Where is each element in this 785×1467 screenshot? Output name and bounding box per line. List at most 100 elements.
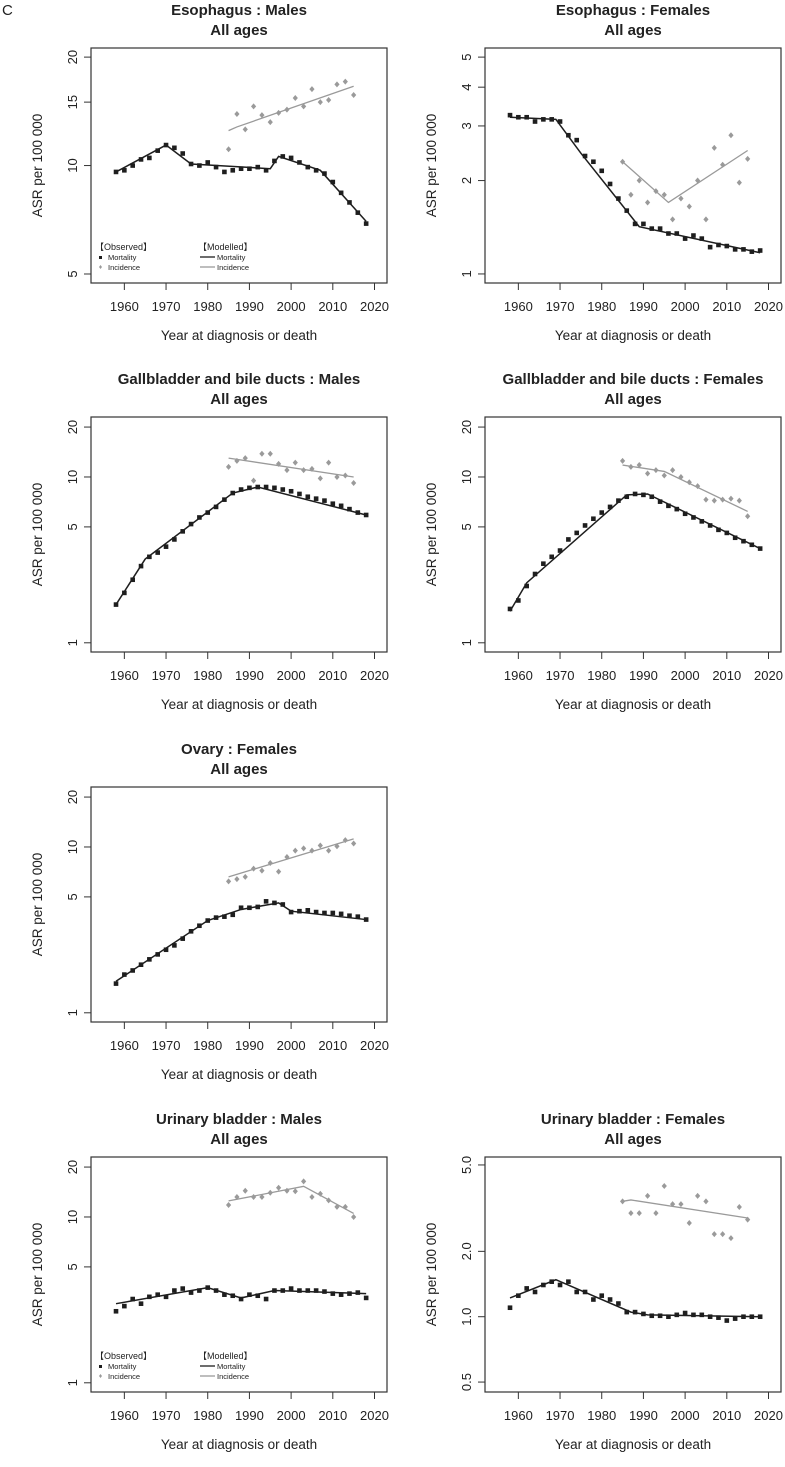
mortality-point: [732, 535, 738, 541]
incidence-point: [728, 495, 734, 502]
x-tick-label: 2010: [712, 668, 741, 683]
mortality-point: [155, 550, 161, 555]
mortality-point: [524, 583, 529, 589]
mortality-point: [582, 523, 588, 528]
chart-esophagus-males: Esophagus : Males All ages 1960 1970 1980 199…: [30, 2, 389, 343]
incidence-model-line: [622, 1199, 748, 1219]
y-tick-label: 20: [65, 420, 80, 434]
mortality-point: [263, 484, 269, 490]
incidence-point: [678, 473, 684, 480]
x-axis-label: Year at diagnosis or death: [161, 328, 317, 343]
mortality-point: [155, 1292, 161, 1297]
mortality-point: [197, 163, 202, 168]
incidence-point: [670, 216, 676, 223]
incidence-point: [292, 95, 298, 102]
mortality-point: [541, 561, 546, 566]
y-tick-label: 10: [65, 840, 80, 854]
mortality-point: [180, 936, 186, 941]
incidence-point: [711, 144, 717, 151]
x-tick-label: 2010: [318, 299, 347, 314]
mortality-point: [674, 231, 680, 236]
mortality-point: [566, 537, 571, 542]
incidence-point: [267, 860, 273, 867]
incidence-point: [267, 450, 273, 457]
x-axis-label: Year at diagnosis or death: [161, 1437, 317, 1452]
y-tick-label: 20: [459, 420, 474, 434]
mortality-point: [263, 1296, 269, 1302]
incidence-point: [342, 78, 348, 85]
mortality-point: [272, 158, 277, 164]
x-tick-label: 1970: [546, 668, 575, 683]
mortality-point: [707, 244, 713, 250]
mortality-point: [699, 519, 705, 524]
incidence-model-line: [622, 464, 748, 512]
mortality-point: [582, 153, 588, 159]
mortality-point: [649, 1313, 655, 1319]
mortality-point: [699, 1312, 705, 1318]
x-tick-label: 1980: [587, 299, 616, 314]
mortality-point: [338, 1292, 344, 1297]
mortality-point: [674, 506, 680, 512]
incidence-point: [711, 1231, 717, 1238]
x-tick-label: 1990: [629, 668, 658, 683]
mortality-point: [330, 501, 336, 507]
mortality-point: [297, 491, 302, 497]
mortality-point: [574, 530, 580, 536]
mortality-point: [122, 168, 127, 173]
plot-frame: [90, 1156, 388, 1393]
mortality-point: [363, 1295, 369, 1301]
mortality-point: [707, 523, 713, 528]
mortality-point: [230, 912, 236, 918]
x-axis-label: Year at diagnosis or death: [555, 1437, 711, 1452]
x-tick-label: 1960: [110, 1038, 139, 1053]
mortality-point: [247, 1292, 252, 1297]
x-tick-label: 1990: [235, 299, 264, 314]
mortality-point: [230, 168, 236, 173]
x-tick-label: 2020: [754, 1408, 783, 1423]
legend-incidence-diamond: [99, 265, 102, 269]
incidence-point: [628, 1210, 634, 1217]
incidence-point: [242, 873, 248, 880]
mortality-point: [691, 1312, 696, 1318]
mortality-point: [163, 1294, 169, 1300]
mortality-point: [607, 1297, 613, 1302]
mortality-point: [172, 943, 177, 948]
mortality-point: [682, 1310, 688, 1316]
mortality-point: [255, 1293, 261, 1299]
chart-urinary-bladder-males: Urinary bladder : Males All ages 1960 1970 1…: [30, 1111, 389, 1452]
chart-title: Gallbladder and bile ducts : Females: [503, 371, 764, 388]
mortality-point: [113, 981, 119, 986]
incidence-point: [326, 459, 332, 466]
y-axis-label: ASR per 100 000: [424, 1223, 439, 1327]
incidence-point: [250, 103, 257, 110]
x-tick-label: 1980: [193, 299, 222, 314]
incidence-point: [234, 111, 240, 118]
plot-frame: [484, 416, 782, 653]
chart-subtitle: All ages: [210, 1131, 268, 1148]
mortality-point: [682, 511, 688, 517]
incidence-point: [301, 103, 307, 110]
incidence-point: [259, 450, 265, 457]
x-tick-label: 2020: [360, 299, 389, 314]
incidence-point: [225, 463, 232, 470]
mortality-point: [507, 1305, 513, 1311]
incidence-point: [250, 477, 257, 484]
plot-frame: [484, 47, 782, 284]
mortality-model-line: [509, 1278, 761, 1318]
incidence-point: [728, 132, 734, 139]
incidence-point: [225, 878, 232, 885]
x-tick-label: 1990: [629, 299, 658, 314]
y-tick-label: 10: [459, 470, 474, 484]
incidence-model-line: [228, 838, 354, 878]
x-tick-label: 2020: [360, 668, 389, 683]
incidence-point: [351, 479, 357, 486]
mortality-point: [716, 242, 721, 248]
mortality-model-line: [115, 902, 367, 982]
incidence-point: [736, 1204, 742, 1211]
incidence-point: [678, 195, 684, 202]
mortality-point: [616, 196, 621, 201]
mortality-point: [222, 914, 227, 919]
mortality-point: [557, 548, 563, 553]
mortality-point: [130, 163, 135, 168]
y-tick-label: 5.0: [459, 1156, 474, 1174]
